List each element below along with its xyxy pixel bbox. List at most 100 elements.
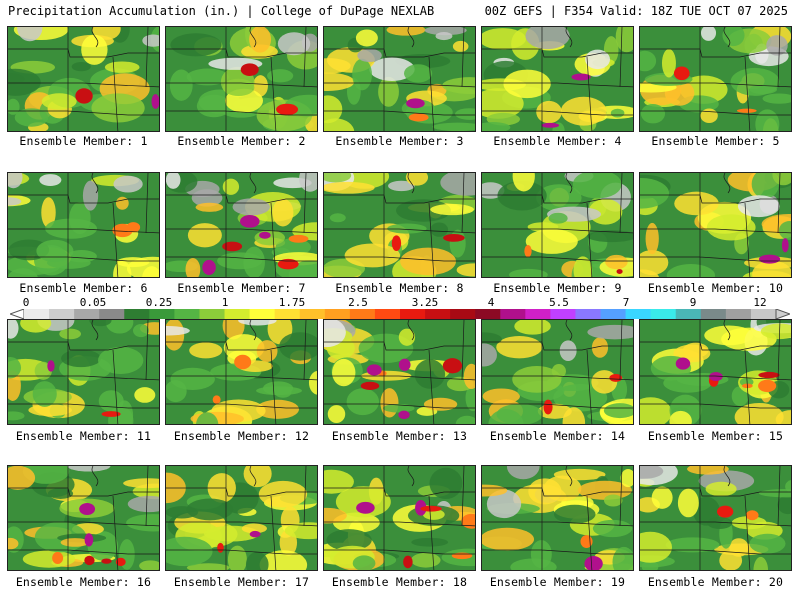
precip-blob: [585, 49, 610, 70]
precip-blob: [424, 27, 467, 36]
precip-blob: [482, 332, 502, 346]
state-borders: [482, 466, 633, 570]
precip-core: [781, 238, 789, 253]
precip-core: [75, 88, 93, 104]
precip-blob: [355, 29, 378, 47]
precip-blob: [553, 383, 608, 412]
colorbar-strip: [10, 309, 790, 319]
ensemble-member-label: Ensemble Member: 14: [489, 429, 626, 443]
ensemble-member-map: [7, 319, 160, 425]
state-borders: [8, 173, 159, 277]
precip-blob: [47, 488, 74, 499]
precip-blob: [486, 489, 522, 519]
precip-core: [249, 530, 261, 538]
precip-blob: [8, 68, 41, 96]
precip-field: [324, 173, 475, 277]
precip-blob: [572, 173, 622, 199]
ensemble-member-label: Ensemble Member: 15: [647, 429, 784, 443]
precip-blob: [217, 252, 263, 270]
precip-core: [276, 103, 299, 116]
ensemble-member-map: [481, 319, 634, 425]
precip-blob: [327, 405, 346, 424]
precip-blob: [279, 332, 317, 361]
precip-blob: [170, 367, 215, 391]
precip-blob: [252, 75, 268, 97]
precip-blob: [573, 256, 593, 277]
precip-blob: [67, 466, 111, 472]
precip-core: [356, 501, 375, 514]
precip-core: [451, 552, 473, 560]
precip-blob: [378, 76, 399, 107]
ensemble-member-map: [639, 26, 792, 132]
state-borders: [640, 320, 791, 424]
precip-blob: [400, 247, 456, 276]
precip-blob: [411, 537, 449, 547]
precip-blob: [640, 250, 669, 276]
precip-blob: [258, 480, 308, 508]
precip-blob: [398, 328, 416, 346]
state-borders: [8, 27, 159, 131]
precip-blob: [284, 522, 317, 540]
ensemble-member-map: [481, 465, 634, 571]
precip-blob: [186, 563, 230, 570]
colorbar-swatch: [625, 309, 652, 319]
precip-blob: [785, 480, 791, 493]
precip-blob: [254, 230, 285, 246]
precip-blob: [222, 178, 240, 195]
precip-blob: [604, 494, 623, 507]
precip-field: [324, 320, 475, 424]
precip-blob: [386, 27, 426, 36]
precip-blob: [249, 27, 272, 53]
ensemble-member-label: Ensemble Member: 10: [647, 281, 784, 295]
colorbar-tick-label: 4: [487, 296, 495, 309]
precip-blob: [259, 550, 308, 570]
precip-blob: [113, 175, 143, 193]
precip-blob: [241, 523, 267, 534]
precip-core: [398, 410, 410, 420]
colorbar-swatch: [575, 309, 602, 319]
precip-field: [482, 173, 633, 277]
precip-blob: [14, 108, 49, 127]
precip-blob: [560, 96, 607, 126]
precip-blob: [640, 531, 672, 563]
precip-blob: [142, 34, 159, 47]
precip-blob: [8, 268, 38, 277]
ensemble-member-map: [639, 465, 792, 571]
precip-blob: [482, 484, 508, 497]
precip-blob: [39, 174, 62, 186]
precip-blob: [22, 550, 76, 568]
precip-blob: [277, 32, 311, 56]
colorbar-swatch: [74, 309, 100, 319]
precip-blob: [665, 537, 720, 553]
precip-field: [166, 320, 317, 424]
precip-blob: [640, 466, 664, 479]
state-borders: [640, 173, 791, 277]
precip-core: [709, 372, 723, 382]
precip-core: [101, 558, 112, 564]
precip-blob: [115, 196, 129, 210]
precip-blob: [166, 536, 213, 567]
ensemble-member-map: [7, 26, 160, 132]
precip-blob: [105, 320, 134, 334]
precip-blob: [423, 397, 458, 411]
precip-core: [360, 381, 380, 391]
precip-blob: [189, 342, 223, 359]
ensemble-member-map: [639, 172, 792, 278]
precip-blob: [449, 229, 466, 258]
ensemble-member-map: [481, 172, 634, 278]
precip-blob: [8, 356, 22, 379]
precip-blob: [108, 406, 134, 424]
precip-core: [391, 235, 402, 252]
precip-blob: [512, 366, 562, 393]
precip-field: [8, 320, 159, 424]
precip-core: [52, 551, 64, 564]
precip-blob: [677, 488, 699, 518]
precip-blob: [651, 486, 673, 509]
precip-core: [84, 533, 94, 547]
precip-blob: [134, 387, 156, 403]
ensemble-member-label: Ensemble Member: 17: [173, 575, 310, 589]
colorbar-tick-label: 0: [22, 296, 30, 309]
precip-blob: [352, 58, 372, 91]
precip-blob: [482, 122, 511, 131]
precip-blob: [45, 218, 97, 239]
